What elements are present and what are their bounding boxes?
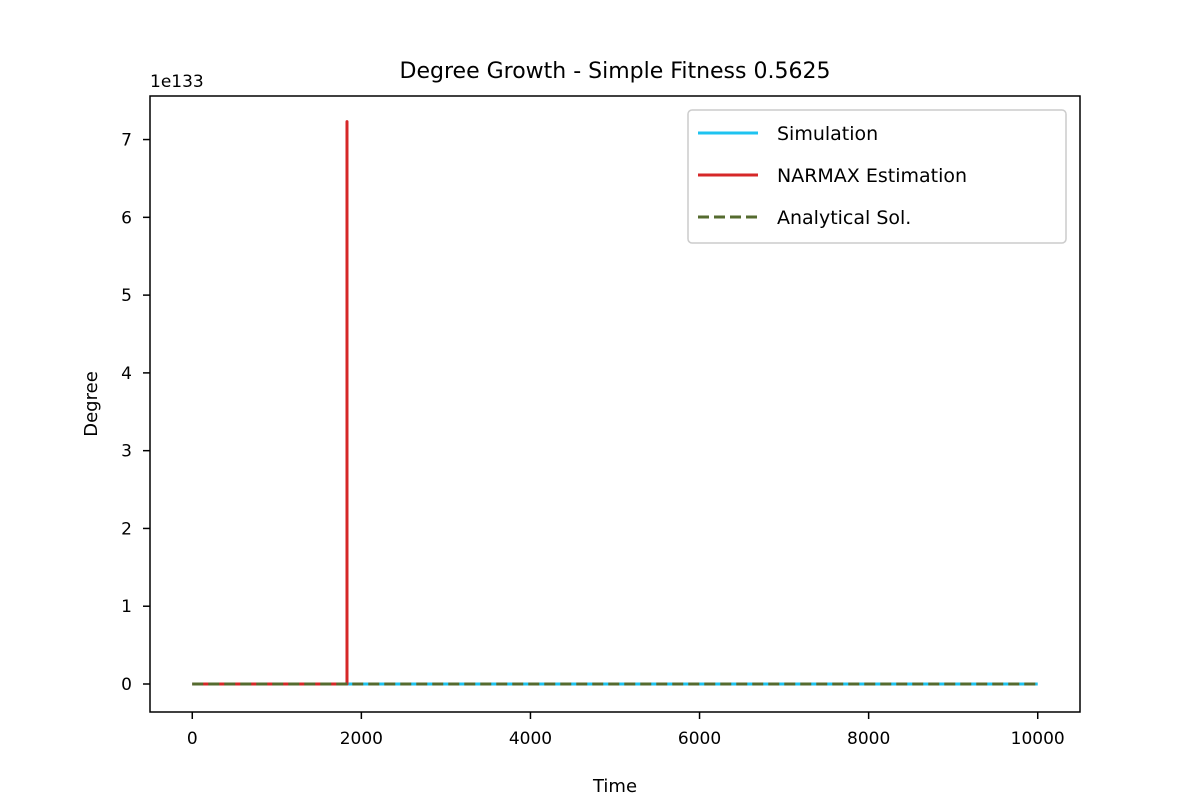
series-line-narmax-estimation: [192, 120, 349, 686]
plot-series: [192, 120, 1038, 686]
y-tick-label: 0: [121, 675, 132, 695]
x-tick-label: 2000: [340, 729, 383, 749]
x-tick-label: 0: [187, 729, 198, 749]
x-tick-label: 8000: [847, 729, 890, 749]
y-tick-label: 1: [121, 597, 132, 617]
x-tick-label: 4000: [509, 729, 552, 749]
legend-box: [687, 109, 1067, 244]
y-scale-multiplier-label: 1e133: [150, 72, 204, 92]
y-tick-label: 4: [121, 364, 132, 384]
axis-ticks: 0 2000 4000 6000 8000 10000 0 1 2 3 4 5 6 7: [121, 131, 1065, 749]
legend-label: NARMAX Estimation: [777, 165, 967, 187]
y-tick-label: 2: [121, 519, 132, 539]
x-tick-label: 6000: [678, 729, 721, 749]
axes-frame: [149, 95, 1081, 713]
x-tick-label: 10000: [1011, 729, 1065, 749]
y-tick-label: 5: [121, 286, 132, 306]
legend-label: Simulation: [777, 123, 878, 145]
y-tick-label: 7: [121, 131, 132, 151]
legend-label: Analytical Sol.: [777, 207, 911, 229]
y-axis-label: Degree: [81, 371, 102, 437]
x-axis-label: Time: [592, 776, 637, 797]
y-tick-label: 3: [121, 442, 132, 462]
legend: Simulation NARMAX Estimation Analytical So…: [687, 109, 1067, 244]
chart-title: Degree Growth - Simple Fitness 0.5625: [400, 59, 831, 84]
y-tick-label: 6: [121, 208, 132, 228]
